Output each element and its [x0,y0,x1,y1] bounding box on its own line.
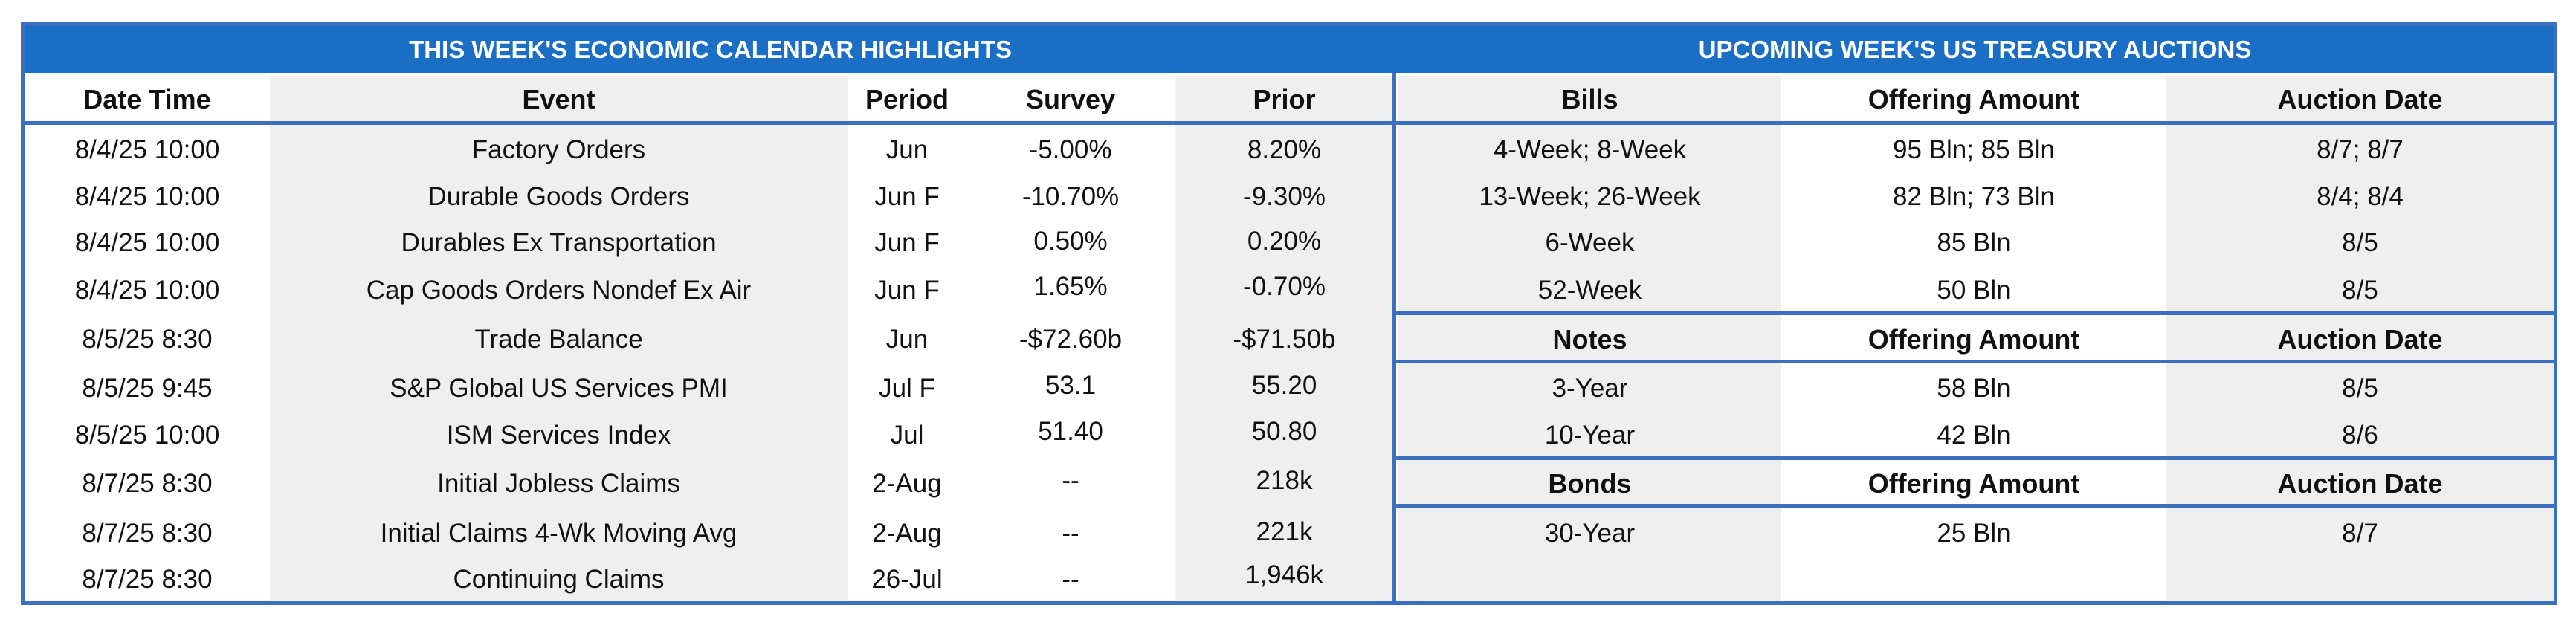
note-amount: 42 Bln [1937,421,2011,450]
row-event: Factory Orders [471,135,646,164]
bill-term: 6-Week [1545,228,1635,257]
outer-frame [21,22,2557,605]
row-event: Initial Claims 4-Wk Moving Avg [380,519,737,548]
row-survey: -5.00% [1029,135,1112,164]
row-survey: 53.1 [1045,371,1097,400]
notes-offering-header: Offering Amount [1868,324,2080,355]
row-event: ISM Services Index [446,421,671,450]
row-survey: 1.65% [1033,272,1108,301]
bill-term: 4-Week; 8-Week [1493,135,1687,164]
row-event: Initial Jobless Claims [437,469,680,498]
row-survey: -- [1062,466,1079,495]
calendar-header-divider [25,121,1396,125]
row-period: Jun F [874,276,940,305]
row-date-time: 8/7/25 8:30 [82,519,213,548]
row-event: Durable Goods Orders [427,182,690,211]
bonds-auction-date-header: Auction Date [2277,468,2443,499]
row-event: Cap Goods Orders Nondef Ex Air [366,276,752,305]
bonds-header-divider [1396,504,2554,508]
header-date-time: Date Time [83,84,211,114]
bond-amount: 25 Bln [1937,519,2011,548]
bills-name-column-stripe [1398,76,1781,601]
row-prior: 218k [1256,466,1313,495]
bill-date: 8/4; 8/4 [2317,182,2404,211]
row-event: S&P Global US Services PMI [390,374,728,403]
row-date-time: 8/4/25 10:00 [74,135,220,164]
bills-header-divider [1396,121,2554,125]
row-prior: -$71.50b [1233,325,1336,354]
notes-header: Notes [1552,324,1627,355]
bill-date: 8/5 [2342,228,2378,257]
row-prior: 221k [1256,517,1313,546]
bill-term: 13-Week; 26-Week [1479,182,1701,211]
row-survey: -- [1062,519,1079,548]
row-period: 26-Jul [871,565,943,594]
row-period: Jun [885,135,929,164]
header-event: Event [522,84,595,114]
row-prior: 0.20% [1247,227,1322,256]
bill-date: 8/7; 8/7 [2317,135,2404,164]
note-date: 8/6 [2342,421,2378,450]
row-survey: 0.50% [1033,227,1108,256]
row-date-time: 8/4/25 10:00 [74,276,220,305]
row-date-time: 8/7/25 8:30 [82,565,213,594]
row-period: Jul F [879,374,935,403]
bill-amount: 82 Bln; 73 Bln [1893,182,2055,211]
row-prior: 8.20% [1247,135,1322,164]
row-period: 2-Aug [872,469,942,498]
notes-top-divider [1396,311,2554,315]
auctions-title: UPCOMING WEEK'S US TREASURY AUCTIONS [1396,26,2554,73]
bills-offering-header: Offering Amount [1868,84,2080,114]
row-date-time: 8/7/25 8:30 [82,469,213,498]
row-period: Jun F [874,182,940,211]
note-term: 10-Year [1544,421,1636,450]
bill-amount: 95 Bln; 85 Bln [1893,135,2055,164]
prior-column-stripe [1175,76,1394,601]
row-prior: 50.80 [1251,417,1317,446]
notes-header-divider [1396,360,2554,363]
row-date-time: 8/5/25 8:30 [82,325,213,354]
bond-date: 8/7 [2342,519,2378,548]
bill-date: 8/5 [2342,276,2378,305]
row-date-time: 8/5/25 10:00 [74,421,220,450]
auction-date-column-stripe [2166,76,2554,601]
row-survey: -$72.60b [1019,325,1123,354]
row-period: Jun F [874,228,940,257]
row-prior: -9.30% [1243,182,1326,211]
row-survey: 51.40 [1038,417,1103,446]
bonds-header: Bonds [1548,468,1632,499]
note-date: 8/5 [2342,374,2378,403]
row-prior: -0.70% [1243,272,1326,301]
row-period: 2-Aug [872,519,942,548]
notes-auction-date-header: Auction Date [2277,324,2443,355]
row-survey: -10.70% [1021,182,1120,211]
note-amount: 58 Bln [1937,374,2011,403]
bills-auction-date-header: Auction Date [2277,84,2443,114]
bill-amount: 85 Bln [1937,228,2011,257]
row-date-time: 8/5/25 9:45 [82,374,213,403]
bills-header: Bills [1561,84,1618,114]
row-period: Jun [885,325,929,354]
calendar-title: THIS WEEK'S ECONOMIC CALENDAR HIGHLIGHTS [25,26,1396,73]
row-period: Jul [890,421,924,450]
header-prior: Prior [1253,84,1316,114]
bill-amount: 50 Bln [1937,276,2011,305]
row-date-time: 8/4/25 10:00 [74,182,220,211]
bonds-offering-header: Offering Amount [1868,468,2080,499]
row-event: Trade Balance [474,325,643,354]
row-prior: 55.20 [1251,371,1317,400]
bonds-top-divider [1396,456,2554,460]
row-survey: -- [1062,565,1079,594]
bond-term: 30-Year [1544,519,1636,548]
row-prior: 1,946k [1245,560,1324,589]
section-divider [1392,73,1396,601]
row-date-time: 8/4/25 10:00 [74,228,220,257]
header-period: Period [865,84,949,114]
note-term: 3-Year [1552,374,1628,403]
header-survey: Survey [1025,84,1116,114]
row-event: Continuing Claims [453,565,665,594]
bill-term: 52-Week [1537,276,1642,305]
row-event: Durables Ex Transportation [401,228,717,257]
event-column-stripe [270,76,848,601]
